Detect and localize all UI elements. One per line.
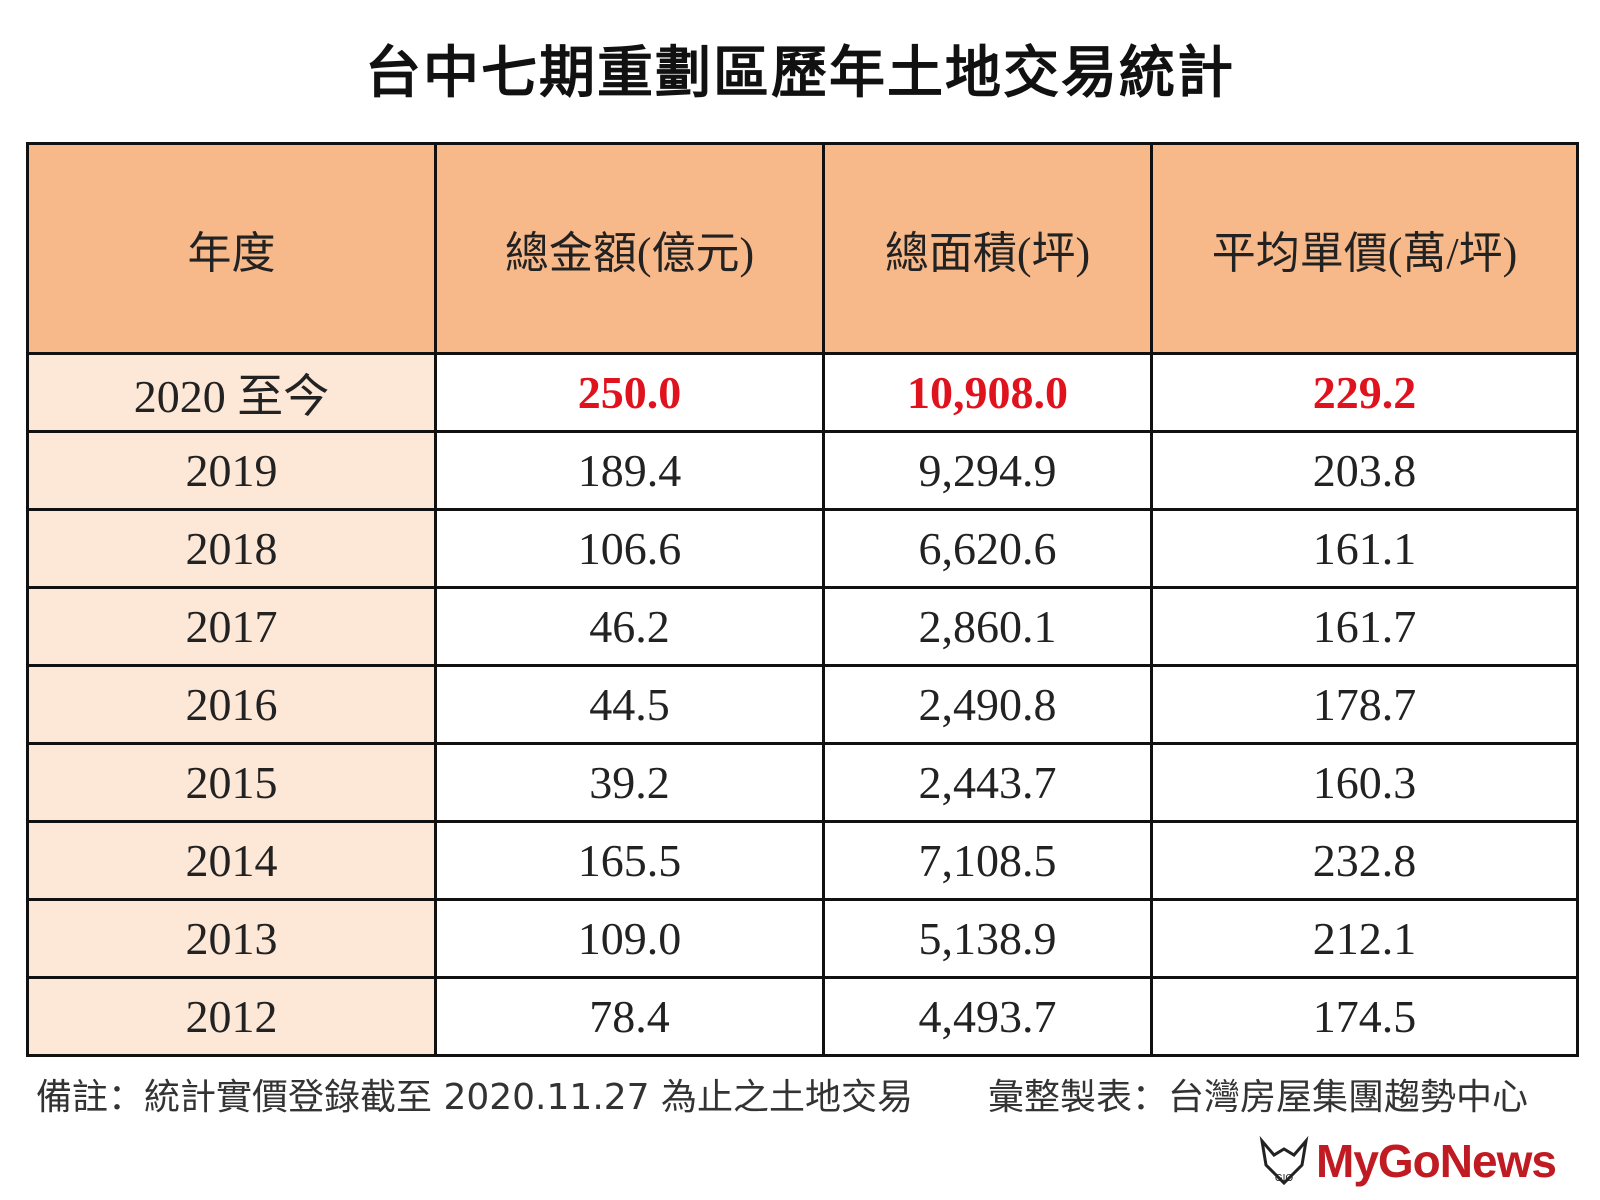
cell-total-amount: 109.0 <box>434 898 825 979</box>
chart-title: 台中七期重劃區歷年土地交易統計 <box>365 41 1235 106</box>
cell-avg-price: 174.5 <box>1150 976 1579 1057</box>
table-row: 2019 189.4 9,294.9 203.8 <box>26 430 1579 511</box>
cell-total-amount: 44.5 <box>434 664 825 745</box>
cell-total-area: 10,908.0 <box>822 352 1153 433</box>
cell-total-amount: 189.4 <box>434 430 825 511</box>
cell-avg-price: 160.3 <box>1150 742 1579 823</box>
cell-year: 2015 <box>26 742 437 823</box>
column-header-total-area: 總面積(坪) <box>822 142 1153 355</box>
table-row: 2015 39.2 2,443.7 160.3 <box>26 742 1579 823</box>
cell-avg-price: 203.8 <box>1150 430 1579 511</box>
cell-total-area: 2,490.8 <box>822 664 1153 745</box>
data-table: 年度 總金額(億元) 總面積(坪) 平均單價(萬/坪) 2020 至今 250.0… <box>26 142 1579 1057</box>
mygonews-logo: GIO MyGoNews <box>1258 1134 1557 1188</box>
cell-year: 2020 至今 <box>26 352 437 433</box>
cell-total-amount: 39.2 <box>434 742 825 823</box>
table-row: 2014 165.5 7,108.5 232.8 <box>26 820 1579 901</box>
table-row: 2020 至今 250.0 10,908.0 229.2 <box>26 352 1579 433</box>
cell-avg-price: 178.7 <box>1150 664 1579 745</box>
source-note: 彙整製表：台灣房屋集團趨勢中心 <box>988 1077 1529 1118</box>
table-row: 2016 44.5 2,490.8 178.7 <box>26 664 1579 745</box>
cell-total-area: 4,493.7 <box>822 976 1153 1057</box>
cell-year: 2014 <box>26 820 437 901</box>
logo-icon-text: GIO <box>1275 1173 1294 1184</box>
cell-avg-price: 212.1 <box>1150 898 1579 979</box>
cell-total-area: 5,138.9 <box>822 898 1153 979</box>
cell-year: 2019 <box>26 430 437 511</box>
table-row: 2018 106.6 6,620.6 161.1 <box>26 508 1579 589</box>
cell-year: 2016 <box>26 664 437 745</box>
table-header-row: 年度 總金額(億元) 總面積(坪) 平均單價(萬/坪) <box>26 142 1579 355</box>
table-row: 2017 46.2 2,860.1 161.7 <box>26 586 1579 667</box>
fox-mask-icon: GIO <box>1259 1135 1309 1186</box>
logo-text: MyGoNews <box>1316 1135 1557 1187</box>
cell-year: 2017 <box>26 586 437 667</box>
column-header-avg-price: 平均單價(萬/坪) <box>1150 142 1579 355</box>
cell-year: 2013 <box>26 898 437 979</box>
cell-total-area: 9,294.9 <box>822 430 1153 511</box>
cell-year: 2012 <box>26 976 437 1057</box>
table-body: 2020 至今 250.0 10,908.0 229.2 2019 189.4 9,294.… <box>26 352 1579 1057</box>
table-row: 2012 78.4 4,493.7 174.5 <box>26 976 1579 1057</box>
cell-total-amount: 165.5 <box>434 820 825 901</box>
cell-avg-price: 229.2 <box>1150 352 1579 433</box>
cell-total-amount: 46.2 <box>434 586 825 667</box>
cell-total-amount: 250.0 <box>434 352 825 433</box>
footnote: 備註：統計實價登錄截至 2020.11.27 為止之土地交易 <box>36 1077 914 1118</box>
cell-total-area: 2,860.1 <box>822 586 1153 667</box>
cell-total-area: 7,108.5 <box>822 820 1153 901</box>
column-header-total-amount: 總金額(億元) <box>434 142 825 355</box>
cell-year: 2018 <box>26 508 437 589</box>
cell-total-area: 2,443.7 <box>822 742 1153 823</box>
cell-avg-price: 161.7 <box>1150 586 1579 667</box>
cell-avg-price: 161.1 <box>1150 508 1579 589</box>
column-header-year: 年度 <box>26 142 437 355</box>
table-row: 2013 109.0 5,138.9 212.1 <box>26 898 1579 979</box>
cell-avg-price: 232.8 <box>1150 820 1579 901</box>
cell-total-amount: 78.4 <box>434 976 825 1057</box>
cell-total-amount: 106.6 <box>434 508 825 589</box>
cell-total-area: 6,620.6 <box>822 508 1153 589</box>
